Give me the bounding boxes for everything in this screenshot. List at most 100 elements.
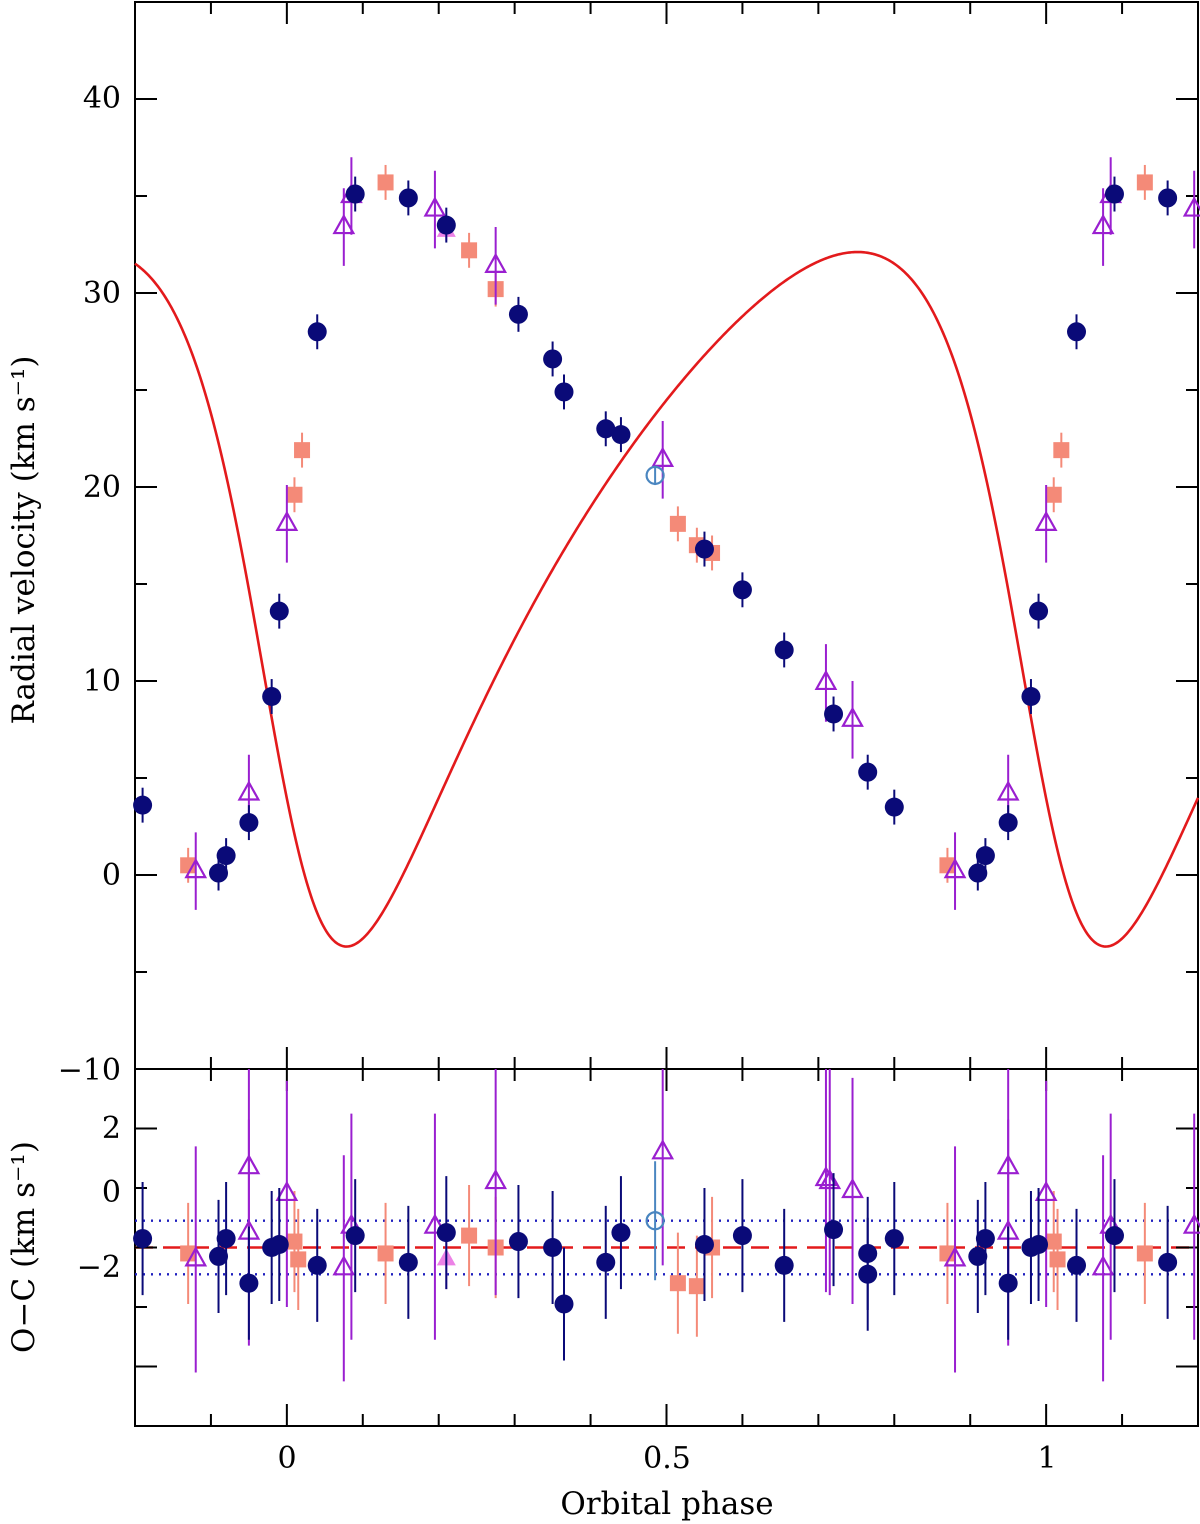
- data-point-filled-circle: [398, 188, 418, 208]
- x-axis-label-orbital-phase: Orbital phase: [560, 1486, 773, 1522]
- data-point-filled-circle: [968, 1246, 988, 1266]
- data-point-filled-square: [294, 442, 311, 459]
- data-point-filled-square: [180, 857, 197, 874]
- y-axis-label-residuals: O−C (km s⁻¹): [6, 1141, 42, 1353]
- y-tick-label-20: 20: [83, 470, 121, 505]
- data-point-filled-circle: [1067, 322, 1087, 342]
- data-point-open-triangle: [651, 446, 675, 467]
- data-point-filled-circle: [884, 797, 904, 817]
- data-point-filled-square: [1053, 442, 1070, 459]
- data-point-filled-circle: [1158, 1252, 1178, 1272]
- data-point-open-triangle: [484, 1168, 508, 1190]
- residual-tick-label-0: 0: [102, 1175, 121, 1210]
- radial-velocity-panel: −10 0 10 20 30 40 Radial velocity (km s⁻…: [6, 1, 1200, 1088]
- data-point-filled-square: [290, 1251, 307, 1268]
- data-point-filled-circle: [694, 1235, 714, 1255]
- data-point-filled-circle: [133, 795, 153, 815]
- data-point-open-triangle: [1182, 1213, 1200, 1234]
- data-point-open-triangle: [943, 857, 967, 879]
- residual-tick-label-2: 2: [102, 1111, 121, 1146]
- data-point-open-circle: [645, 1211, 665, 1231]
- data-point-filled-circle: [774, 1255, 794, 1275]
- data-point-filled-circle: [508, 304, 528, 324]
- data-point-filled-circle: [307, 1255, 327, 1275]
- data-point-filled-circle: [398, 1252, 418, 1272]
- data-point-filled-circle: [858, 1264, 878, 1284]
- x-tick-label-1: 1: [1037, 1441, 1056, 1476]
- top-panel-data-points: [133, 157, 1200, 910]
- data-point-open-triangle: [332, 213, 356, 235]
- data-point-filled-circle: [554, 382, 574, 402]
- bottom-panel-data-points: [133, 1069, 1200, 1382]
- data-point-filled-circle: [824, 704, 844, 724]
- data-point-filled-circle: [543, 349, 563, 369]
- data-point-filled-square: [461, 242, 478, 259]
- y-tick-label-30: 30: [83, 276, 121, 311]
- data-point-open-triangle: [1091, 1255, 1115, 1276]
- data-point-filled-circle: [554, 1294, 574, 1314]
- data-point-open-triangle: [484, 252, 508, 273]
- data-point-filled-circle: [436, 1223, 456, 1243]
- data-point-filled-square: [1045, 486, 1062, 503]
- data-point-open-triangle: [275, 1180, 299, 1202]
- data-point-open-triangle: [423, 1213, 447, 1234]
- x-tick-label-0-5: 0.5: [643, 1441, 691, 1476]
- data-point-filled-circle: [998, 1273, 1018, 1293]
- data-point-filled-circle: [998, 813, 1018, 833]
- data-point-filled-circle: [133, 1229, 153, 1249]
- data-point-filled-square: [1136, 1245, 1153, 1262]
- data-point-filled-circle: [262, 687, 282, 707]
- data-point-filled-circle: [345, 1226, 365, 1246]
- data-point-filled-circle: [732, 580, 752, 600]
- data-point-open-triangle: [651, 1139, 675, 1160]
- data-point-filled-square: [377, 1245, 394, 1262]
- data-point-filled-circle: [209, 863, 229, 883]
- data-point-filled-circle: [975, 1229, 995, 1249]
- data-point-filled-square: [939, 1245, 956, 1262]
- residuals-panel: 2 0 −2 0 0.5 1 O−C (km s⁻¹) Orbital phas…: [6, 1068, 1200, 1522]
- data-point-filled-square: [286, 486, 303, 503]
- data-point-filled-circle: [1067, 1255, 1087, 1275]
- data-point-filled-circle: [968, 863, 988, 883]
- data-point-filled-circle: [216, 1229, 236, 1249]
- y-tick-label-10: 10: [83, 664, 121, 699]
- data-point-filled-circle: [596, 419, 616, 439]
- data-point-filled-square: [1045, 1233, 1062, 1250]
- data-point-open-triangle: [841, 706, 864, 727]
- data-point-filled-circle: [884, 1229, 904, 1249]
- data-point-filled-square: [377, 174, 394, 191]
- data-point-filled-square: [286, 1233, 303, 1250]
- data-point-filled-circle: [239, 1273, 259, 1293]
- data-point-open-triangle: [332, 1255, 356, 1276]
- orbit-model-line: [134, 250, 1200, 948]
- data-point-filled-circle: [508, 1232, 528, 1252]
- data-point-filled-circle: [209, 1246, 229, 1266]
- data-point-filled-circle: [1029, 601, 1049, 621]
- residual-tick-label-minus2: −2: [77, 1250, 121, 1285]
- data-point-filled-square: [461, 1227, 478, 1244]
- y-axis-label-radial-velocity: Radial velocity (km s⁻¹): [6, 355, 42, 724]
- data-point-filled-circle: [975, 846, 995, 866]
- data-point-filled-circle: [732, 1226, 752, 1246]
- y-tick-label-40: 40: [83, 81, 121, 116]
- data-point-open-triangle: [1182, 196, 1200, 217]
- x-tick-label-0: 0: [277, 1441, 296, 1476]
- data-point-filled-circle: [858, 762, 878, 782]
- top-panel-frame: [134, 1, 1199, 1070]
- data-point-filled-circle: [269, 601, 289, 621]
- data-point-open-triangle: [943, 1246, 967, 1267]
- data-point-filled-circle: [1021, 687, 1041, 707]
- data-point-filled-square: [180, 1245, 197, 1262]
- data-point-open-triangle: [275, 510, 299, 531]
- y-tick-label-minus10: −10: [58, 1053, 121, 1088]
- data-point-filled-square: [669, 1275, 686, 1292]
- data-point-filled-circle: [543, 1238, 563, 1257]
- data-point-filled-circle: [1104, 184, 1124, 204]
- data-point-filled-circle: [774, 640, 794, 660]
- data-point-open-triangle: [423, 196, 447, 217]
- data-point-open-triangle: [814, 669, 838, 691]
- top-panel-ticks: [135, 1, 1198, 1070]
- data-point-filled-circle: [611, 1223, 631, 1243]
- data-point-open-triangle: [841, 1177, 864, 1199]
- data-point-filled-circle: [1104, 1226, 1124, 1246]
